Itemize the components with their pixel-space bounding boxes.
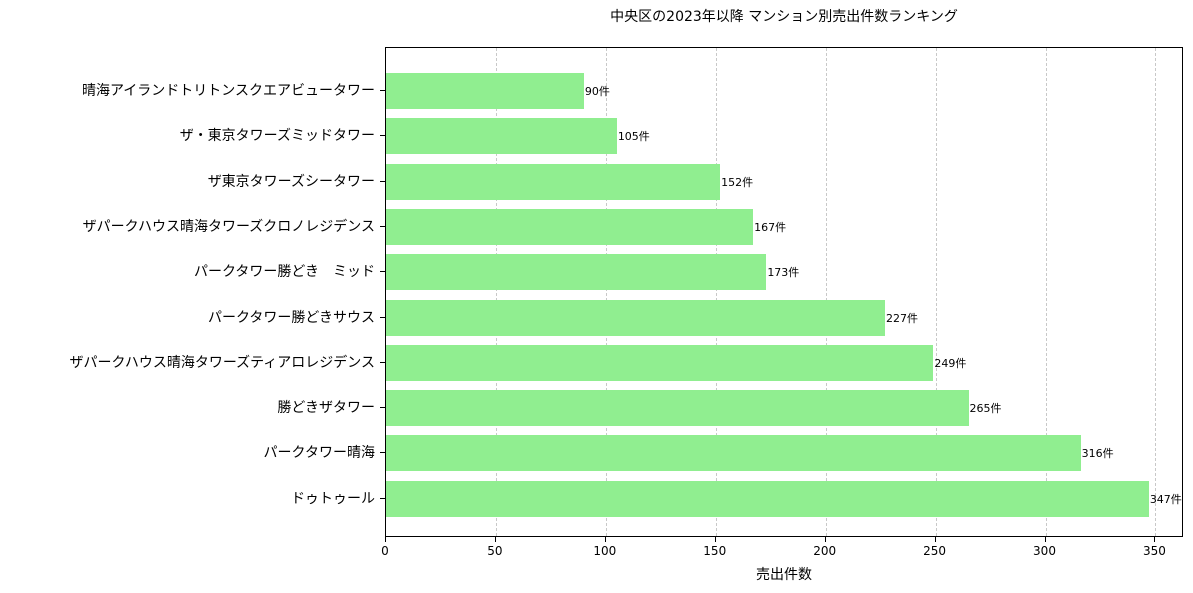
x-tick: [1154, 537, 1156, 542]
gridline: [1155, 48, 1157, 536]
x-tick: [1044, 537, 1046, 542]
bar-value-label: 347件: [1149, 492, 1182, 506]
bar: [386, 344, 934, 381]
gridline: [715, 48, 717, 536]
x-axis-label: 売出件数: [756, 567, 812, 583]
bar: [386, 435, 1081, 472]
y-tick-label: 勝どきザタワー: [277, 400, 375, 417]
bar-value-label: 173件: [767, 266, 800, 280]
y-tick-label: パークタワー勝どきサウス: [207, 309, 375, 326]
y-tick: [380, 316, 385, 318]
y-tick: [380, 361, 385, 363]
y-tick: [380, 497, 385, 499]
gridline: [935, 48, 937, 536]
bar-value-label: 227件: [886, 311, 919, 325]
y-tick: [380, 271, 385, 273]
bar: [386, 480, 1149, 517]
bar-value-label: 167件: [754, 220, 787, 234]
bar-value-label: 152件: [721, 175, 754, 189]
chart-title: 中央区の2023年以降 マンション別売出件数ランキング: [610, 9, 958, 25]
y-tick: [380, 407, 385, 409]
gridline: [1045, 48, 1047, 536]
x-tick-label: 100: [593, 544, 617, 558]
bar-value-label: 105件: [617, 130, 650, 144]
y-tick-label: ザ東京タワーズシータワー: [207, 173, 375, 190]
bar: [386, 208, 754, 245]
bar-value-label: 249件: [934, 356, 967, 370]
gridline: [825, 48, 827, 536]
bar-value-label: 265件: [969, 402, 1002, 416]
x-tick-label: 50: [487, 544, 503, 558]
x-tick-label: 200: [813, 544, 837, 558]
x-tick-label: 150: [703, 544, 727, 558]
y-tick-label: ザパークハウス晴海タワーズティアロレジデンス: [69, 354, 375, 371]
y-tick-label: パークタワー勝どき ミッド: [193, 264, 375, 281]
x-tick: [604, 537, 606, 542]
y-tick-label: パークタワー晴海: [263, 445, 375, 462]
bar: [386, 390, 969, 427]
x-tick-label: 0: [381, 544, 389, 558]
y-tick: [380, 225, 385, 227]
y-tick: [380, 90, 385, 91]
y-tick-label: 晴海アイランドトリトンスクエアビュータワー: [81, 83, 375, 99]
y-tick: [380, 180, 385, 182]
y-tick-label: ザ・東京タワーズミッドタワー: [179, 128, 375, 145]
bar: [386, 73, 584, 109]
x-tick: [824, 537, 826, 542]
x-tick-label: 300: [1033, 544, 1056, 558]
bar: [386, 118, 617, 155]
y-tick: [380, 452, 385, 454]
bar: [386, 299, 886, 336]
x-tick: [385, 537, 386, 542]
y-tick: [380, 135, 385, 137]
bar-value-label: 90件: [584, 85, 610, 98]
bar-value-label: 316件: [1081, 447, 1114, 461]
plot-area: 90件 105件 152件 167件 173件 227件 249件 265件 316件 347件: [385, 47, 1183, 537]
x-tick: [494, 537, 496, 542]
y-tick-label: ドゥトゥール: [291, 490, 375, 507]
x-tick-label: 250: [923, 544, 947, 558]
gridline: [495, 48, 497, 536]
bar: [386, 163, 721, 200]
x-tick-label: 350: [1142, 544, 1166, 558]
y-tick-label: ザパークハウス晴海タワーズクロノレジデンス: [82, 218, 375, 235]
x-tick: [714, 537, 716, 542]
bar: [386, 254, 767, 291]
gridline: [605, 48, 607, 536]
x-tick: [934, 537, 936, 542]
